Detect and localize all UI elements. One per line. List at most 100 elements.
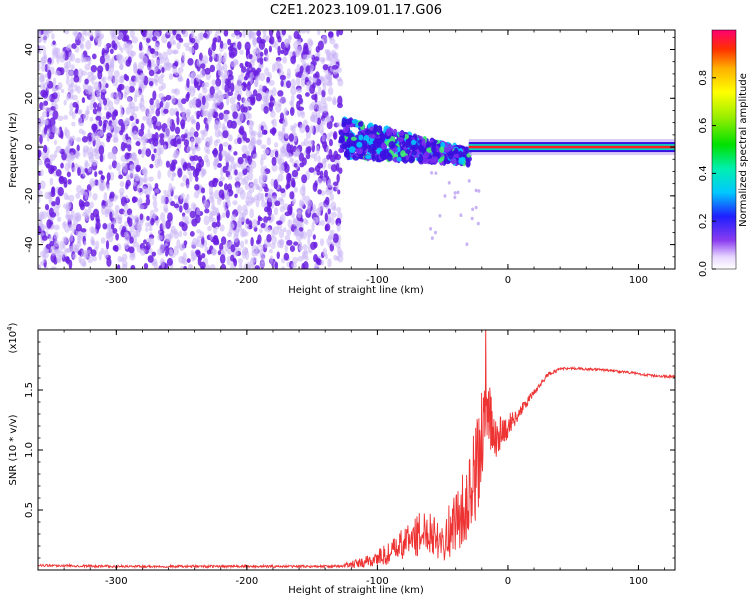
spectrum-noise-dot (296, 94, 303, 100)
spectrum-noise-dot (210, 204, 216, 210)
spectrum-noise-dot (177, 76, 184, 83)
spectrum-noise-dot (92, 192, 98, 201)
spectrum-noise-dot (62, 203, 70, 209)
spectrum-noise-dot (134, 173, 140, 182)
spectrum-noise-dot (76, 240, 82, 248)
spectrum-noise-dot (172, 49, 179, 55)
spectrum-noise-dot (98, 145, 105, 156)
spectrum-speck (453, 195, 457, 200)
spectrum-noise-dot (66, 93, 70, 101)
spectrum-noise-dot (49, 211, 57, 218)
spectrum-noise-dot (204, 208, 210, 214)
spectrum-noise-dot (124, 117, 131, 126)
spectrum-noise-dot (236, 94, 242, 102)
spectrum-noise-dot (115, 91, 122, 102)
spectrum-noise-dot (192, 154, 199, 161)
spectrum-noise-dot (186, 258, 191, 263)
spectrum-noise-dot (147, 128, 151, 138)
spectrum-noise-dot (318, 75, 324, 81)
spectrum-noise-dot (277, 90, 284, 97)
spectrum-noise-dot (98, 100, 102, 108)
spectrum-noise-dot (102, 122, 107, 133)
spectrum-noise-dot (172, 65, 178, 75)
spectrum-noise-dot (110, 92, 115, 99)
spectrum-noise-dot (231, 47, 238, 58)
spectrum-noise-dot (337, 95, 343, 106)
colorbar-gradient (711, 29, 737, 270)
spectrum-noise-dot (79, 36, 86, 43)
spectrum-noise-dot (78, 231, 83, 239)
spectrum-transition-dot (464, 146, 470, 153)
y-tick-label: 0.5 (24, 502, 35, 518)
spectrum-noise-dot (79, 258, 87, 267)
spectrum-noise-dot (313, 56, 320, 62)
spectrum-noise-dot (51, 200, 56, 207)
spectrum-noise-dot (130, 264, 136, 269)
spectrum-transition-dot (404, 141, 411, 148)
spectrum-transition-dot (345, 149, 350, 155)
spectrum-noise-dot (280, 188, 286, 194)
spectrum-noise-dot (57, 186, 64, 197)
spectrum-noise-dot (122, 165, 128, 174)
spectrum-noise-dot (49, 177, 54, 186)
spectrum-noise-dot (211, 41, 217, 52)
spectrum-noise-dot (70, 76, 75, 86)
spectrum-noise-dot (157, 169, 162, 180)
spectrum-noise-dot (95, 213, 100, 222)
x-tick-label: 0 (505, 576, 511, 587)
spectrum-noise-dot (234, 181, 241, 189)
spectrum-noise-dot (81, 136, 89, 143)
spectrum-noise-dot (177, 66, 184, 74)
spectrum-noise-dot (237, 41, 242, 50)
spectrum-noise-dot (265, 53, 270, 63)
snr-marks (38, 330, 675, 570)
spectrum-noise-dot (109, 211, 113, 221)
spectrum-noise-dot (244, 61, 249, 68)
spectrum-noise-dot (38, 190, 43, 197)
spectrum-noise-dot (175, 33, 182, 41)
spectrum-noise-dot (322, 248, 328, 257)
spectrum-noise-dot (164, 233, 172, 243)
spectrum-noise-dot (301, 30, 307, 34)
spectrum-noise-dot (212, 147, 218, 158)
spectrum-noise-dot (225, 209, 230, 219)
spectrum-noise-dot (173, 194, 180, 200)
spectrum-noise-dot (223, 30, 229, 37)
spectrum-noise-dot (46, 30, 53, 34)
spectrum-noise-dot (227, 144, 232, 151)
spectrum-noise-dot (52, 50, 58, 59)
spectrum-noise-dot (53, 139, 58, 146)
spectrum-transition-dot (358, 134, 364, 141)
spectrum-noise-dot (144, 190, 151, 196)
spectrum-noise-dot (289, 107, 295, 116)
spectrum-noise-dot (109, 191, 115, 199)
spectrum-noise-dot (294, 228, 300, 234)
spectrum-noise-dot (219, 224, 225, 232)
spectrum-noise-dot (59, 240, 65, 251)
spectrum-noise-dot (275, 56, 282, 62)
spectrum-noise-dot (244, 181, 249, 191)
spectrum-noise-dot (176, 138, 182, 145)
spectrum-noise-dot (183, 139, 190, 147)
spectrum-noise-dot (241, 144, 248, 154)
spectrum-noise-dot (273, 142, 279, 148)
spectrum-noise-dot (99, 55, 106, 65)
spectrum-noise-dot (75, 212, 82, 222)
spectrum-noise-dot (317, 40, 324, 51)
spectrum-noise-dot (118, 118, 124, 126)
spectrum-noise-dot (96, 93, 101, 102)
spectrum-noise-dot (289, 191, 295, 200)
spectrum-noise-dot (114, 210, 120, 220)
spectrum-transition-dot (365, 154, 372, 160)
spectrum-transition-dot (343, 143, 349, 149)
spectrum-noise-dot (52, 92, 58, 100)
spectrum-noise-dot (316, 105, 322, 112)
spectrum-noise-dot (203, 32, 208, 39)
spectrum-noise-dot (260, 182, 266, 187)
spectrum-noise-dot (94, 33, 101, 43)
spectrum-noise-dot (227, 183, 233, 193)
spectrum-noise-dot (130, 152, 135, 161)
spectrum-noise-dot (203, 215, 210, 226)
spectrum-noise-dot (71, 121, 76, 127)
spectrum-noise-dot (290, 177, 296, 188)
